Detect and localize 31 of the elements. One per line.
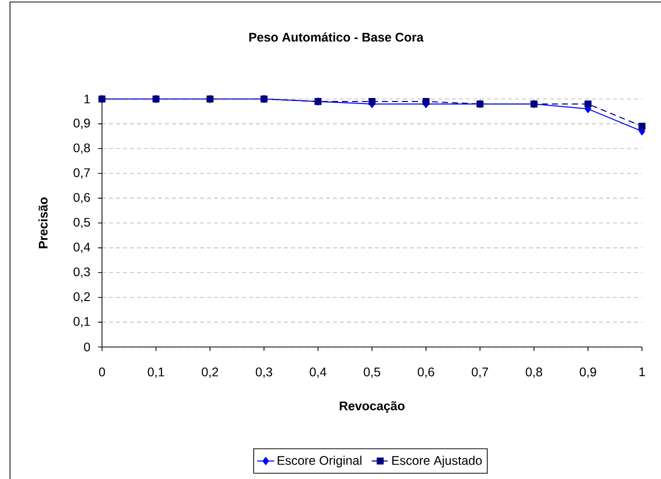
y-tick-label: 0	[84, 342, 90, 352]
y-tick-label: 0,3	[74, 267, 90, 278]
x-tick-label: 0,8	[526, 368, 542, 378]
x-tick-label: 0,5	[364, 368, 380, 378]
legend-label: Escore Ajustado	[392, 456, 482, 468]
point	[638, 122, 646, 130]
legend-label: Escore Original	[278, 456, 362, 468]
x-tick-label: 0,7	[472, 368, 488, 378]
x-tick-label: 0,9	[580, 368, 596, 378]
x-tick-label: 0	[99, 368, 105, 376]
x-axis-title: Revocação	[340, 401, 405, 413]
y-tick-label: 1	[84, 94, 90, 104]
y-tick-label: 0,4	[74, 242, 90, 253]
x-tick-label: 0,2	[202, 368, 218, 378]
y-tick-label: 0,6	[74, 193, 90, 204]
y-tick-label: 0,8	[74, 143, 90, 154]
point	[422, 98, 430, 105]
point	[584, 100, 592, 108]
x-tick-label: 0,6	[418, 368, 434, 378]
x-tick-label: 0,4	[310, 368, 326, 378]
y-tick-label: 0,9	[74, 118, 90, 129]
x-tick-label: 0,1	[148, 368, 164, 378]
y-tick-label: 0,5	[74, 218, 90, 228]
y-tick-label: 0,1	[74, 317, 90, 328]
y-tick-label: 0,2	[74, 292, 90, 303]
y-axis-title: Precisão	[38, 197, 48, 248]
x-tick-label: 0,3	[256, 368, 272, 378]
x-tick-label: 1	[639, 368, 645, 376]
chart-title: Peso Automático - Base Cora	[249, 32, 424, 42]
y-tick-label: 0,7	[74, 168, 90, 179]
point	[368, 98, 376, 105]
